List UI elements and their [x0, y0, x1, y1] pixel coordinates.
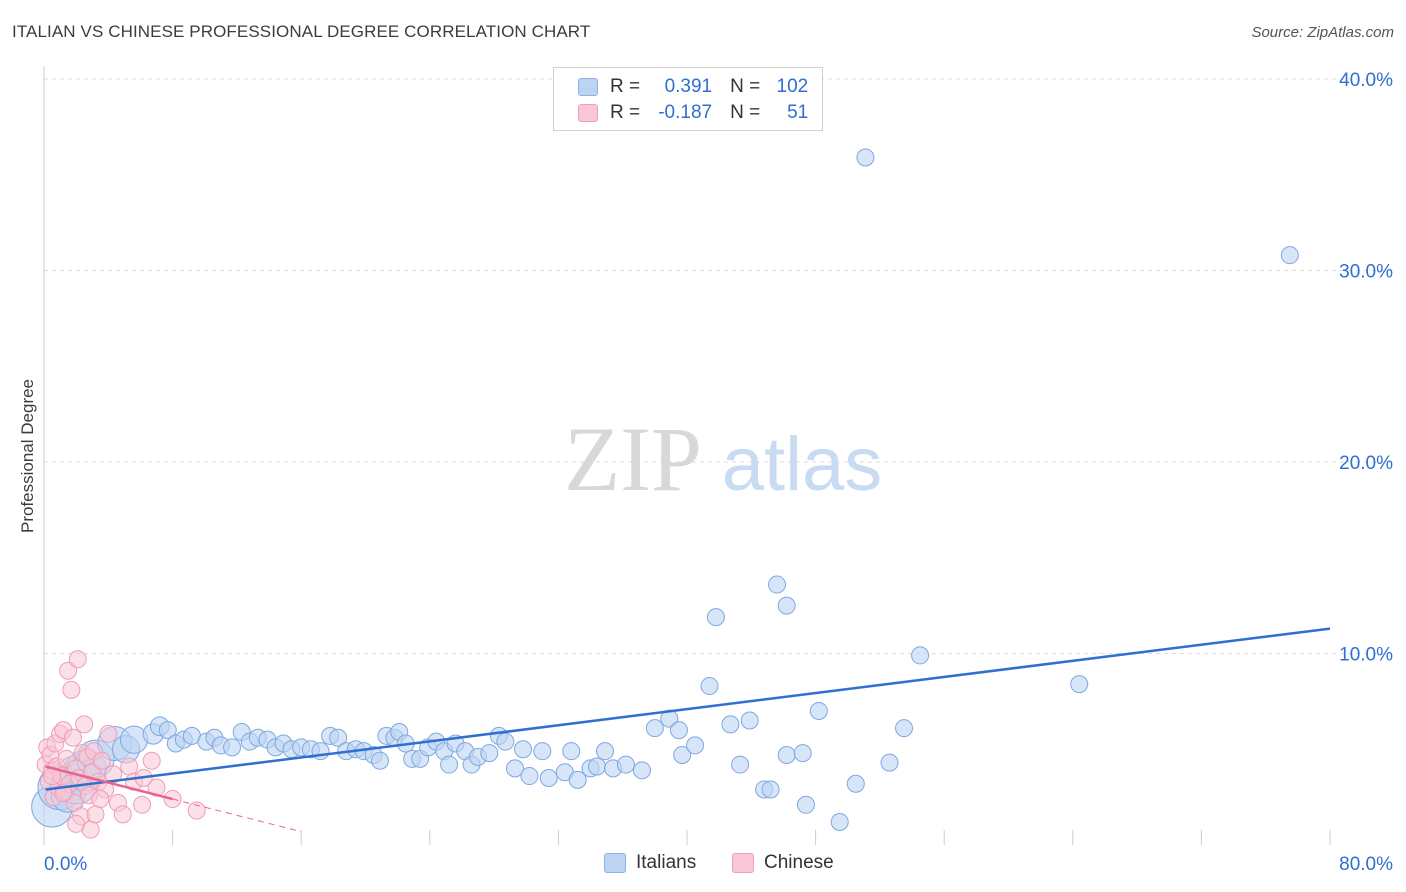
italians-point	[329, 728, 348, 747]
italians-point	[533, 742, 552, 761]
italians-point	[731, 755, 750, 774]
italians-point	[895, 719, 914, 738]
correlation-legend: R = 0.391 N = 102 R = -0.187 N = 51	[553, 67, 823, 131]
chinese-point	[113, 805, 132, 824]
watermark-zip: ZIP	[564, 408, 702, 510]
italians-point	[777, 596, 796, 615]
r-label: R =	[610, 76, 641, 97]
watermark: ZIP atlas	[564, 408, 882, 510]
italians-point	[440, 755, 459, 774]
chinese-swatch	[578, 104, 598, 122]
legend-item-italians: Italians	[604, 852, 696, 874]
chinese-point	[63, 728, 82, 747]
italians-point	[223, 738, 242, 757]
y-tick-label: 20.0%	[1339, 453, 1393, 474]
italians-point	[686, 736, 705, 755]
italians-point	[520, 767, 539, 786]
italians-point	[1070, 675, 1089, 694]
italians-point	[911, 646, 930, 665]
italians-point	[568, 770, 587, 789]
italians-point	[809, 701, 828, 720]
italians-point	[505, 759, 524, 778]
italians-point	[793, 744, 812, 763]
italians-legend-swatch	[604, 853, 626, 873]
chinese-point	[187, 801, 206, 820]
italians-point	[768, 575, 787, 594]
axes	[43, 66, 1331, 845]
legend-item-chinese: Chinese	[732, 852, 834, 874]
italians-point	[645, 719, 664, 738]
y-tick-label: 40.0%	[1339, 70, 1393, 91]
chinese-point	[54, 784, 73, 803]
italians-point	[740, 711, 759, 730]
italians-point	[777, 745, 796, 764]
chinese-n-value: 51	[787, 102, 809, 123]
source-credit: Source: ZipAtlas.com	[1251, 24, 1394, 41]
italians-point	[700, 677, 719, 696]
chinese-point	[120, 757, 139, 776]
italians-point	[539, 768, 558, 787]
italians-point	[830, 813, 849, 832]
chinese-point	[133, 795, 152, 814]
italians-point	[370, 751, 389, 770]
chinese-trend-line	[45, 765, 173, 801]
italians-point	[480, 744, 499, 763]
chinese-point	[68, 650, 87, 669]
italians-point	[761, 780, 780, 799]
italians-point	[562, 742, 581, 761]
chinese-point	[91, 790, 110, 809]
italians-n-value: 102	[776, 76, 809, 97]
chinese-point	[92, 751, 111, 770]
italians-point	[632, 761, 651, 780]
italians-legend-label: Italians	[636, 852, 697, 873]
italians-point	[596, 742, 615, 761]
italians-point	[721, 715, 740, 734]
italians-point	[669, 721, 688, 740]
x-tick-label: 80.0%	[1339, 854, 1393, 875]
y-tick-label: 10.0%	[1339, 645, 1393, 666]
chinese-point	[142, 751, 161, 770]
chinese-point	[99, 724, 118, 743]
italians-point	[856, 148, 875, 167]
r-label: R =	[610, 102, 641, 123]
italians-point	[880, 753, 899, 772]
tick-labels: 10.0% 20.0% 30.0% 40.0% 0.0% 80.0%	[44, 70, 1393, 875]
x-tick-label: 0.0%	[44, 854, 87, 875]
chinese-legend-label: Chinese	[764, 852, 834, 873]
series-legend: Italians Chinese	[0, 852, 1406, 878]
chinese-legend-swatch	[732, 853, 754, 873]
chinese-point	[62, 680, 81, 699]
italians-point	[846, 774, 865, 793]
chinese-point	[59, 661, 78, 680]
n-label: N =	[730, 102, 761, 123]
italians-point	[514, 740, 533, 759]
chinese-r-value: -0.187	[658, 102, 713, 123]
chinese-point	[86, 805, 105, 824]
chinese-trend-extension	[172, 798, 302, 833]
italians-point	[496, 732, 515, 751]
italians-point	[673, 745, 692, 764]
italians-point	[796, 795, 815, 814]
italians-point	[616, 755, 635, 774]
italians-point	[587, 757, 606, 776]
legend-row-italians: R = 0.391 N = 102	[578, 75, 808, 99]
trend-lines	[45, 627, 1331, 833]
legend-row-chinese: R = -0.187 N = 51	[578, 101, 808, 125]
italians-r-value: 0.391	[664, 76, 713, 97]
italians-swatch	[578, 78, 598, 96]
italians-point	[1280, 246, 1299, 265]
chart-title: ITALIAN VS CHINESE PROFESSIONAL DEGREE C…	[12, 22, 591, 41]
italians-trend-line	[45, 627, 1331, 791]
n-label: N =	[730, 76, 761, 97]
italians-point	[706, 608, 725, 627]
chinese-point	[75, 715, 94, 734]
chinese-point	[67, 814, 86, 833]
y-tick-label: 30.0%	[1339, 262, 1393, 283]
gridlines	[44, 78, 1392, 654]
watermark-atlas: atlas	[722, 422, 883, 507]
italians-point	[311, 742, 330, 761]
italians-point	[158, 721, 177, 740]
